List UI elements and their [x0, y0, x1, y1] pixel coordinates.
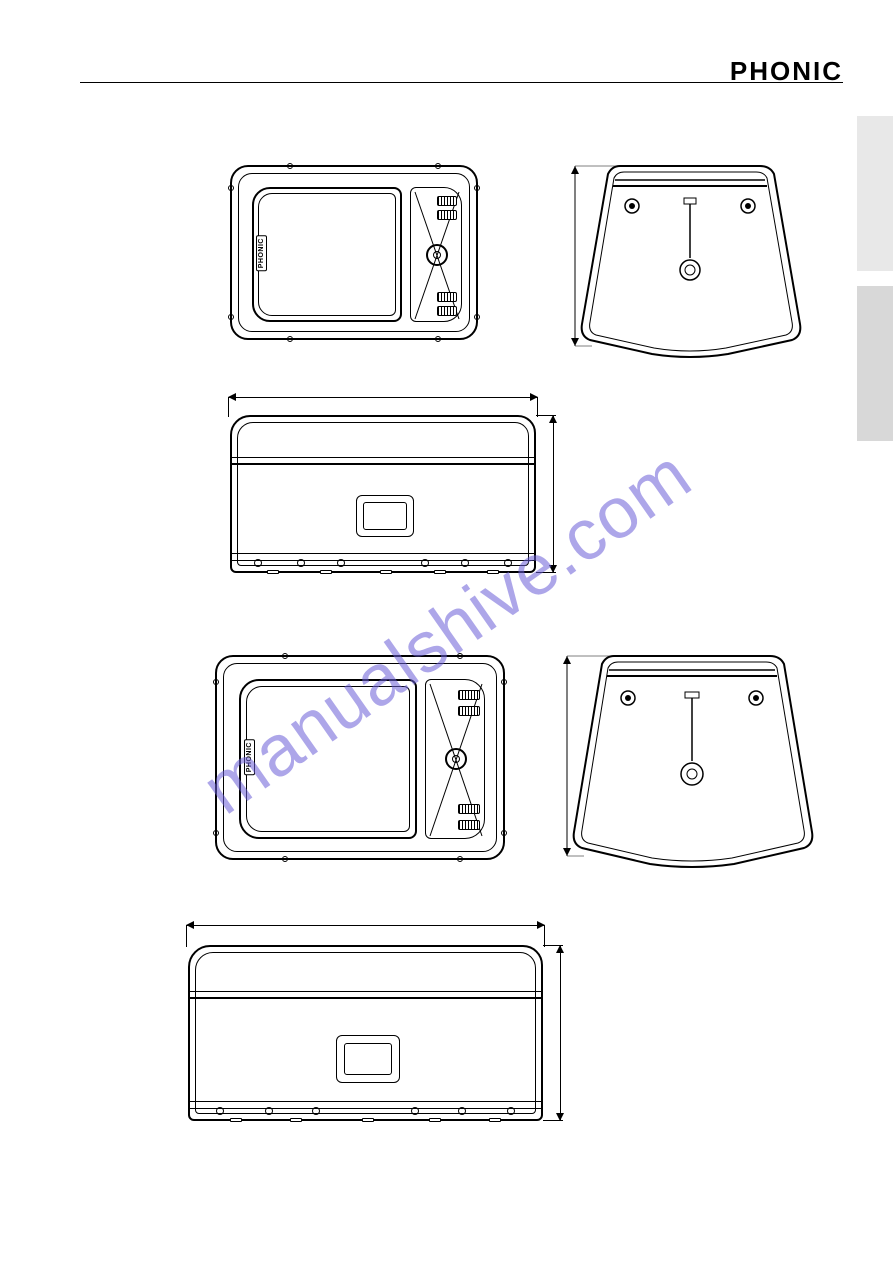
foot — [487, 570, 499, 574]
a550-front-view: PHONIC — [215, 655, 505, 860]
a550-horn-cross — [426, 680, 484, 838]
screw — [457, 653, 463, 659]
a530-vent-top — [437, 196, 457, 206]
screw — [474, 314, 480, 320]
side-bottom — [232, 553, 534, 571]
a530-horn-area — [410, 187, 462, 322]
side-line — [190, 991, 541, 992]
brand-logo: PHONIC — [730, 56, 843, 87]
a530-top-dim-label: 373.5 mm (14.7") — [555, 186, 565, 255]
foot — [320, 570, 332, 574]
a550-vent-bot2 — [458, 820, 480, 830]
a550-grille-inner — [246, 686, 410, 832]
manual-title: Performer / Impression A Series — [688, 1221, 843, 1233]
dim-tick — [537, 397, 538, 417]
page-footer: 9 Performer / Impression A Series — [80, 1221, 843, 1233]
dim-tick — [543, 1120, 563, 1121]
a530-grille-inner — [258, 193, 396, 316]
screw — [287, 336, 293, 342]
a550-width-label: 545 mm (21.5") — [320, 910, 382, 920]
a550-phonic-badge: PHONIC — [244, 739, 255, 775]
foot — [230, 1118, 242, 1122]
dim-tick — [544, 925, 545, 947]
a550-side-handle — [336, 1035, 400, 1083]
a550-side-view — [188, 945, 543, 1121]
screw — [474, 185, 480, 191]
a530-front-view: PHONIC — [230, 165, 478, 340]
a550-top-dim-label: 430 mm (16.9") — [547, 696, 557, 758]
screw — [501, 679, 507, 685]
screw — [501, 830, 507, 836]
page-number: 9 — [80, 1221, 86, 1233]
dim-tick — [536, 415, 556, 416]
a530-side-view — [230, 415, 536, 573]
a550-vent-top — [458, 690, 480, 700]
foot — [380, 570, 392, 574]
dim-tick — [186, 925, 187, 947]
a530-height-label: 251 mm (9.9") — [560, 485, 617, 495]
a530-width-arrow — [228, 397, 538, 398]
a550-width-arrow — [186, 925, 545, 926]
section-title: DIMENSIONS — [80, 116, 169, 132]
a530-side-handle — [356, 495, 414, 537]
screw — [213, 679, 219, 685]
a530-vent-bot — [437, 292, 457, 302]
a530-top-view — [560, 158, 810, 358]
a530-vent-bot2 — [437, 306, 457, 316]
screw — [213, 830, 219, 836]
screw — [282, 856, 288, 862]
screw — [435, 336, 441, 342]
screw — [228, 314, 234, 320]
foot — [290, 1118, 302, 1122]
screw — [228, 185, 234, 191]
a530-phonic-badge: PHONIC — [256, 235, 267, 271]
foot — [267, 570, 279, 574]
a550-top-view — [552, 648, 820, 868]
header-divider — [80, 82, 843, 83]
foot — [362, 1118, 374, 1122]
side-line — [232, 560, 534, 561]
side-line — [232, 463, 534, 465]
side-line — [190, 997, 541, 999]
a550-horn-area — [425, 679, 485, 839]
side-tab-2 — [857, 286, 893, 441]
screw — [282, 653, 288, 659]
side-inner — [195, 952, 536, 1114]
side-bottom — [190, 1101, 541, 1119]
side-tab-1 — [857, 116, 893, 271]
screw — [435, 163, 441, 169]
a550-height-arrow — [560, 945, 561, 1121]
a530-width-label: 472 mm (18.6") — [340, 383, 402, 393]
side-inner — [237, 422, 529, 566]
screw — [287, 163, 293, 169]
foot — [434, 570, 446, 574]
side-line — [190, 1108, 541, 1109]
screw — [457, 856, 463, 862]
foot — [489, 1118, 501, 1122]
a530-height-arrow — [553, 415, 554, 573]
product-label-a530: Performer A530 — [80, 150, 184, 166]
a550-vent-top2 — [458, 706, 480, 716]
dim-tick — [543, 945, 563, 946]
foot — [429, 1118, 441, 1122]
product-label-a550: Performer A550 — [80, 635, 184, 651]
dim-tick — [228, 397, 229, 417]
a550-height-label: 290 mm (11.4") — [568, 1025, 629, 1035]
a550-vent-bot — [458, 804, 480, 814]
a530-vent-top2 — [437, 210, 457, 220]
dim-tick — [536, 572, 556, 573]
side-line — [232, 457, 534, 458]
